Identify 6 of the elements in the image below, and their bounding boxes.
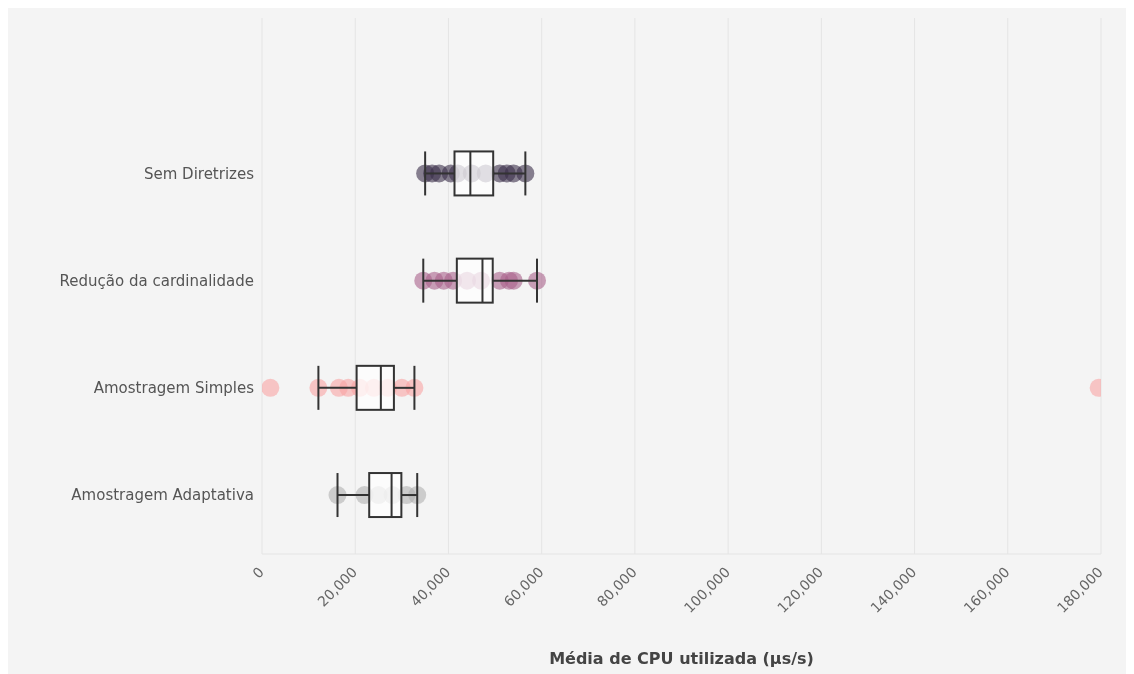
y-tick-label: Redução da cardinalidade	[59, 271, 254, 290]
y-tick-label: Sem Diretrizes	[143, 164, 255, 183]
y-tick-label: Amostragem Adaptativa	[71, 486, 254, 505]
y-tick-label: Amostragem Simples	[93, 379, 255, 398]
x-axis-title: Média de CPU utilizada (μs/s)	[549, 649, 814, 668]
x-tick-label: 0	[249, 563, 267, 582]
